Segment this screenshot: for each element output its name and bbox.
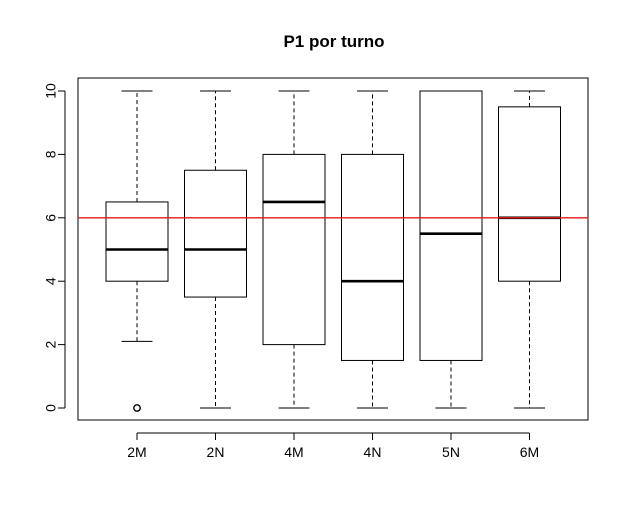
outlier-point bbox=[133, 404, 141, 412]
x-tick-label: 5N bbox=[442, 444, 460, 460]
box-rect bbox=[498, 106, 561, 282]
y-tick-label: 0 bbox=[43, 404, 59, 412]
y-tick-label: 4 bbox=[43, 277, 59, 285]
box-5N bbox=[419, 90, 483, 409]
x-tick-label: 6M bbox=[520, 444, 539, 460]
box-2M bbox=[105, 90, 169, 412]
box-6M bbox=[498, 90, 561, 409]
box-rect bbox=[262, 153, 326, 346]
box-rect bbox=[184, 169, 247, 298]
box-2N bbox=[184, 90, 247, 409]
plot-frame bbox=[77, 77, 589, 421]
y-tick-label: 10 bbox=[43, 83, 59, 99]
boxes-group bbox=[105, 90, 561, 412]
y-axis: 0 2 4 6 8 10 bbox=[43, 83, 66, 412]
box-rect bbox=[341, 153, 404, 361]
x-tick-label: 4N bbox=[364, 444, 382, 460]
x-tick-label: 2M bbox=[127, 444, 146, 460]
x-axis: 2M 2N 4M 4N 5N 6M bbox=[127, 432, 539, 460]
box-rect bbox=[105, 201, 169, 282]
box-4N bbox=[341, 90, 404, 409]
y-tick-label: 6 bbox=[43, 214, 59, 222]
x-tick-label: 4M bbox=[284, 444, 303, 460]
box-4M bbox=[262, 90, 326, 409]
y-tick-label: 8 bbox=[43, 150, 59, 158]
box-rect bbox=[419, 90, 483, 361]
x-tick-label: 2N bbox=[207, 444, 225, 460]
y-tick-label: 2 bbox=[43, 340, 59, 348]
chart-title: P1 por turno bbox=[283, 32, 384, 51]
